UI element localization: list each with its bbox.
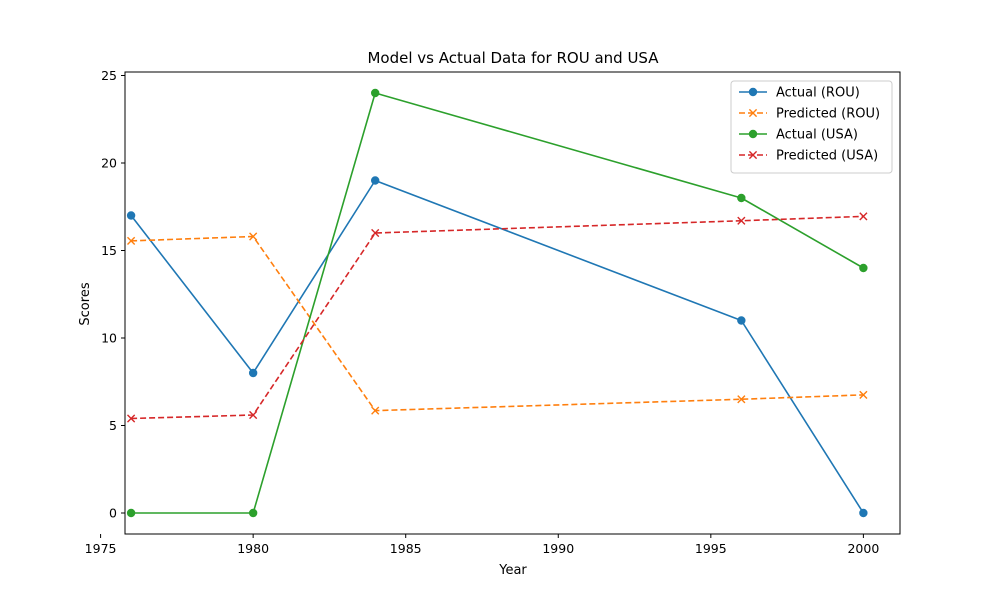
plot-frame <box>124 71 901 535</box>
data-point-0-1 <box>248 368 258 378</box>
data-point-1-0 <box>127 236 136 245</box>
chart-title: Model vs Actual Data for ROU and USA <box>367 49 659 67</box>
data-point-2-3 <box>737 193 746 203</box>
y-tick-label-2: 10 <box>101 331 117 346</box>
legend-frame <box>730 80 893 174</box>
data-point-3-1 <box>249 410 258 420</box>
data-point-0-3 <box>737 316 746 325</box>
y-tick-label-1: 5 <box>109 418 117 433</box>
x-axis-label: Year <box>498 563 527 578</box>
data-point-2-1 <box>248 508 258 518</box>
legend-marker-2 <box>748 129 758 139</box>
data-point-2-0 <box>126 508 136 518</box>
y-tick-label-4: 20 <box>101 156 117 171</box>
data-point-0-2 <box>370 176 380 185</box>
legend-label-3: Predicted (USA) <box>776 149 878 164</box>
data-point-3-2 <box>371 228 380 238</box>
series-line-3 <box>131 215 864 420</box>
y-axis-ticks: 0 5 10 15 20 25 <box>101 68 125 521</box>
x-tick-label-4: 1995 <box>695 541 727 556</box>
x-tick-label-3: 1990 <box>542 541 574 556</box>
data-point-2-4 <box>859 263 868 273</box>
legend-label-1: Predicted (ROU) <box>776 107 880 122</box>
data-point-1-2 <box>371 406 380 415</box>
y-axis-label: Scores <box>78 282 93 325</box>
data-point-0-4 <box>859 508 868 518</box>
x-tick-label-5: 2000 <box>847 541 879 556</box>
legend-marker-3 <box>748 150 758 160</box>
x-tick-label-2: 1985 <box>390 541 422 556</box>
data-point-0-0 <box>126 211 136 220</box>
data-point-1-4 <box>859 390 868 399</box>
y-tick-label-5: 25 <box>101 68 117 83</box>
x-axis-ticks: 1975 1980 1985 1990 1995 2000 <box>85 534 879 556</box>
x-tick-label-0: 1975 <box>85 541 117 556</box>
data-point-1-3 <box>737 395 746 404</box>
data-point-3-4 <box>859 212 868 221</box>
y-tick-label-3: 15 <box>101 243 117 258</box>
legend-label-2: Actual (USA) <box>776 128 858 143</box>
data-point-2-2 <box>370 88 380 98</box>
y-tick-label-0: 0 <box>109 506 117 521</box>
x-tick-label-1: 1980 <box>237 541 269 556</box>
legend: Actual (ROU) Predicted (ROU) Actual (USA) P… <box>730 80 893 174</box>
data-point-3-3 <box>737 216 746 225</box>
legend-marker-1 <box>748 108 758 118</box>
data-point-3-0 <box>127 414 136 423</box>
plot-area <box>124 71 901 535</box>
data-point-1-1 <box>249 232 258 241</box>
legend-marker-0 <box>748 87 758 97</box>
legend-label-0: Actual (ROU) <box>776 86 860 101</box>
